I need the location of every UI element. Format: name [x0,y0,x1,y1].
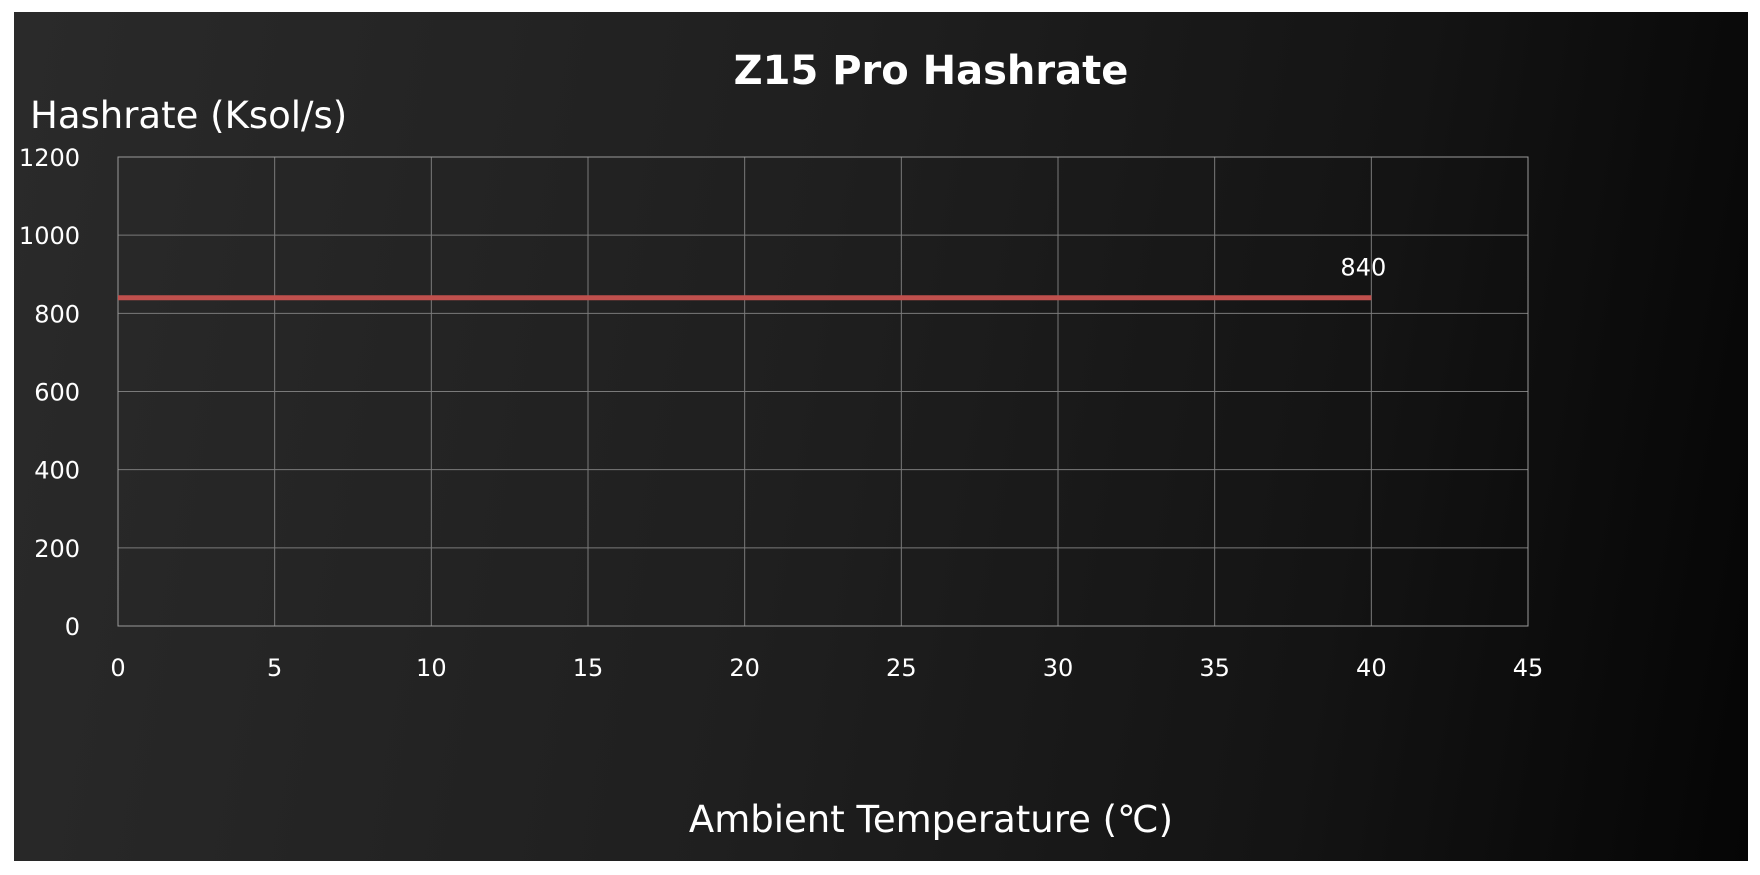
x-axis-title: Ambient Temperature (℃) [688,798,1174,841]
x-tick-label: 30 [1043,654,1074,682]
y-tick-label: 400 [34,457,80,485]
data-label: 840 [1340,254,1386,282]
y-tick-label: 200 [34,535,80,563]
plot-border [117,156,1529,627]
x-tick-label: 15 [573,654,604,682]
x-tick-label: 45 [1513,654,1544,682]
y-tick-label: 800 [34,300,80,328]
y-tick-label: 600 [34,379,80,407]
x-tick-label: 0 [110,654,125,682]
chart-title: Z15 Pro Hashrate [733,48,1129,94]
plot-area: 0 5 10 15 20 25 30 35 40 45 0 200 400 600 800 1000 1200 8… [19,144,1544,682]
chart-panel: Z15 Pro Hashrate Hashrate (Ksol/s) 0 5 10 1… [14,12,1748,861]
x-tick-label: 5 [267,654,282,682]
x-tick-label: 40 [1356,654,1387,682]
x-tick-label: 25 [886,654,917,682]
y-tick-label: 1000 [19,222,80,250]
y-axis-title: Hashrate (Ksol/s) [30,94,348,137]
y-tick-label: 1200 [19,144,80,172]
y-tick-label: 0 [65,613,80,641]
x-tick-label: 10 [416,654,447,682]
x-tick-label: 35 [1199,654,1230,682]
x-tick-label: 20 [729,654,760,682]
